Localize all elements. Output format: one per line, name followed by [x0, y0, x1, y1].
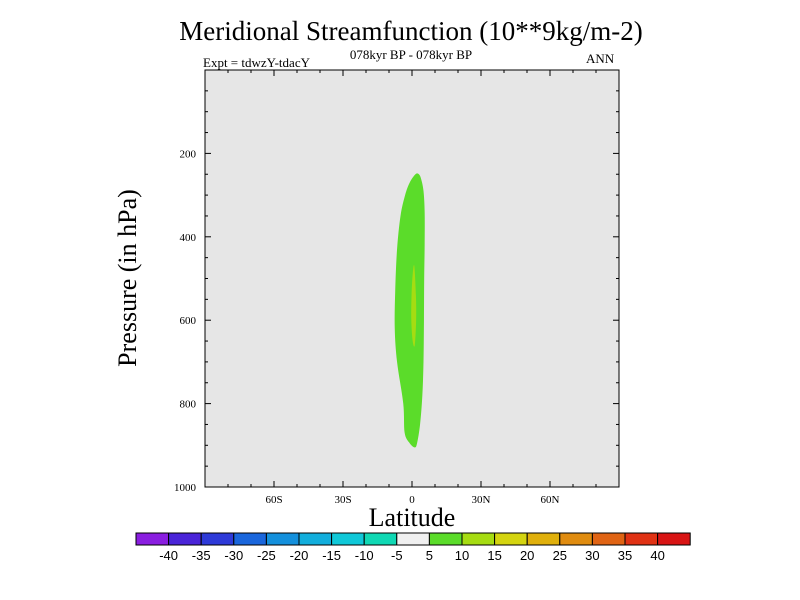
- experiment-label: Expt = tdwzY-tdacY: [203, 55, 310, 70]
- colorbar-box: [168, 532, 202, 546]
- colorbar-label: -20: [290, 548, 309, 563]
- x-tick-label: 0: [409, 494, 415, 506]
- colorbar-box: [494, 532, 528, 546]
- colorbar-label: -15: [322, 548, 341, 563]
- colorbar-label: 40: [650, 548, 664, 563]
- colorbar-label: 10: [455, 548, 469, 563]
- x-tick-label: 30N: [472, 494, 491, 506]
- x-axis-label: Latitude: [368, 503, 456, 532]
- colorbar-box: [265, 532, 300, 546]
- colorbar-box: [298, 532, 333, 546]
- colorbar-box: [331, 532, 365, 546]
- colorbar-box: [396, 532, 430, 546]
- colorbar-box: [559, 532, 593, 546]
- colorbar-box: [624, 532, 659, 546]
- colorbar-box: [526, 532, 561, 546]
- season-label: ANN: [586, 51, 615, 66]
- x-tick-label: 60N: [541, 494, 560, 506]
- colorbar-label: 35: [618, 548, 632, 563]
- y-tick-label: 400: [180, 232, 197, 244]
- colorbar-label: -30: [224, 548, 243, 563]
- colorbar-label: -5: [391, 548, 403, 563]
- chart-title: Meridional Streamfunction (10**9kg/m-2): [179, 16, 643, 46]
- y-tick-label: 800: [180, 399, 197, 411]
- y-tick-label: 600: [180, 315, 197, 327]
- colorbar-box: [428, 532, 463, 546]
- x-tick-label: 60S: [265, 494, 282, 506]
- y-tick-label: 200: [180, 148, 197, 160]
- colorbar-label: 15: [487, 548, 501, 563]
- colorbar-label: 5: [426, 548, 433, 563]
- colorbar-box: [135, 532, 170, 546]
- colorbar-box: [233, 532, 267, 546]
- colorbar-label: 20: [520, 548, 534, 563]
- contour-region-1: [411, 265, 417, 347]
- colorbar-box: [461, 532, 496, 546]
- y-tick-label: 1000: [174, 482, 197, 494]
- colorbar-box: [200, 532, 235, 546]
- colorbar-label: 25: [553, 548, 567, 563]
- colorbar-label: 30: [585, 548, 599, 563]
- colorbar-box: [363, 532, 398, 546]
- colorbar-label: -10: [355, 548, 374, 563]
- contour-region-0: [394, 173, 425, 448]
- colorbar-box: [657, 532, 691, 546]
- chart-subtitle: 078kyr BP - 078kyr BP: [349, 47, 473, 62]
- colorbar-label: -35: [192, 548, 211, 563]
- colorbar-label: -40: [159, 548, 178, 563]
- x-tick-label: 30S: [334, 494, 351, 506]
- colorbar-box: [591, 532, 626, 546]
- colorbar-label: -25: [257, 548, 276, 563]
